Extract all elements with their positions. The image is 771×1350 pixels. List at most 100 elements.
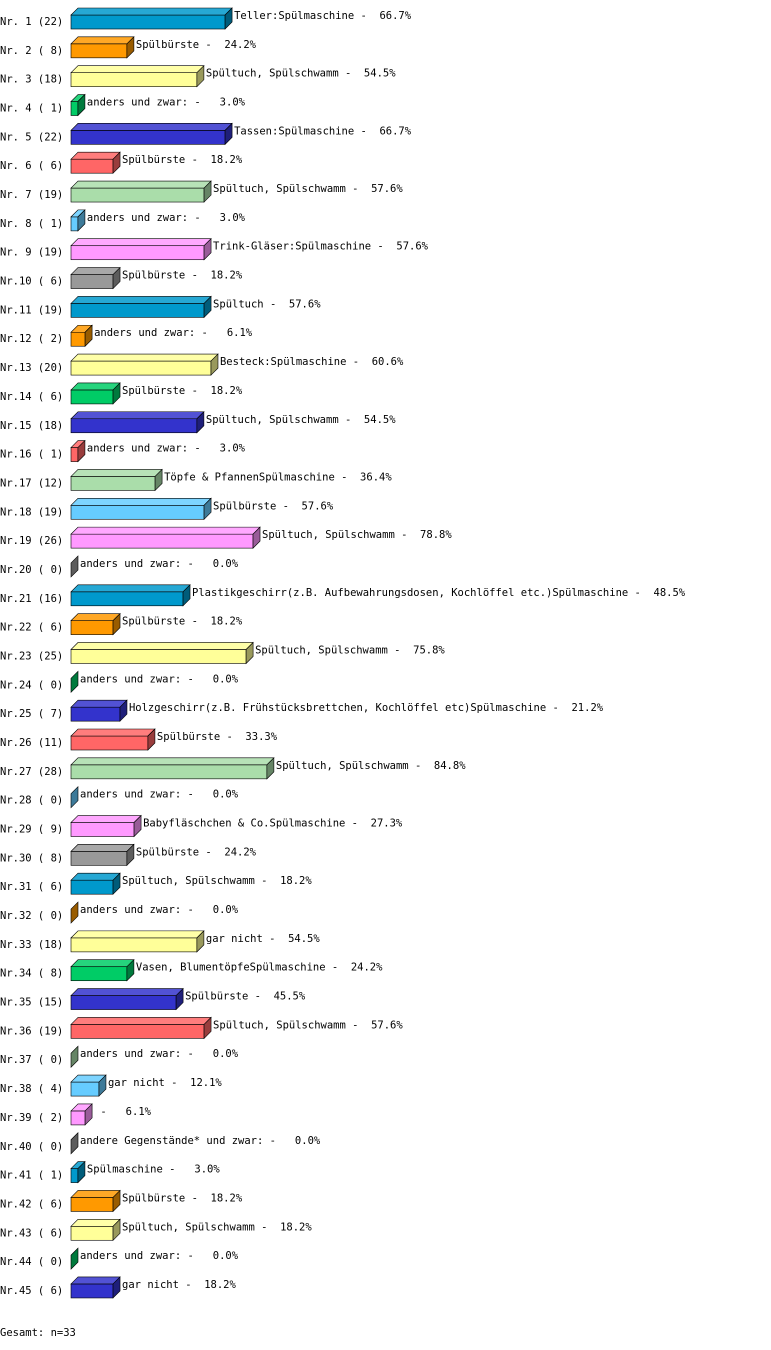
bar-side [70,670,79,694]
bar [70,7,233,30]
row-label: Nr.37 ( 0) [0,1054,63,1066]
bar-side [77,439,86,463]
bar-side [112,872,121,895]
bar-side [119,699,128,722]
bar-label: Spülmaschine - 3.0% [87,1164,220,1176]
row-label: Nr.21 (16) [0,593,63,605]
bar-top [70,151,121,160]
bar-label: Spülbürste - 45.5% [185,991,306,1003]
bar-side [112,266,121,290]
row-label: Nr. 1 (22) [0,16,63,28]
bar-label: Spültuch - 57.6% [213,298,321,310]
row-label: Nr.12 ( 2) [0,333,63,345]
bar-top [70,1017,212,1025]
bar [70,987,184,1011]
bar [70,1189,121,1213]
bar-front [70,303,205,318]
row-label: Nr.26 (11) [0,737,63,749]
bar-side [112,612,121,636]
bar-side [224,122,233,146]
bar-top [70,959,135,968]
row-label: Nr.32 ( 0) [0,910,63,922]
bar-label: gar nicht - 54.5% [206,933,320,945]
row-label: Nr.25 ( 7) [0,708,63,720]
bar-top [70,1276,121,1285]
row-label: Nr.13 (20) [0,362,63,374]
bar [70,353,219,376]
bar-side [70,901,79,924]
bar [70,382,121,405]
bar-label: Holzgeschirr(z.B. Frühstücksbrettchen, K… [129,702,604,714]
bar-side [70,1132,79,1155]
bar-label: anders und zwar: - 3.0% [87,97,246,109]
bar-label: Spülbürste - 18.2% [122,385,243,397]
bar-side [224,7,233,30]
row-label: Nr.31 ( 6) [0,881,63,893]
bar-front [70,158,114,174]
bar-top [70,36,135,45]
bar-label: anders und zwar: - 6.1% [94,327,253,339]
bar-front [70,995,177,1010]
row-label: Nr. 5 (22) [0,131,63,143]
bar [70,1132,79,1155]
bar-front [70,1024,205,1039]
bar [70,728,156,751]
bar [70,439,86,463]
bar-side [70,785,79,809]
bar-label: anders und zwar: - 0.0% [80,904,239,916]
row-label: Nr.42 ( 6) [0,1198,63,1210]
bar-label: Trink-Gläser:Spülmaschine - 57.6% [213,241,429,253]
bar [70,180,212,203]
bar-top [70,872,121,881]
row-label: Nr.29 ( 9) [0,824,63,836]
row-label: Nr.45 ( 6) [0,1285,63,1297]
row-label: Nr.43 ( 6) [0,1227,63,1239]
bar [70,612,121,636]
bar [70,584,191,607]
bar-label: Spültuch, Spülschwamm - 84.8% [276,760,466,772]
row-label: Nr.22 ( 6) [0,622,63,634]
bar-front [70,130,226,145]
row-label: Nr.17 (12) [0,477,63,489]
bar-front [70,447,79,462]
row-label: Nr.20 ( 0) [0,564,63,576]
bar [70,497,212,521]
bar-label: Spülbürste - 18.2% [122,154,243,166]
row-label: Nr.14 ( 6) [0,391,63,403]
bar [70,872,121,895]
bar-front [70,649,247,664]
bar-top [70,238,212,247]
bar-label: Tassen:Spülmaschine - 66.7% [234,125,412,137]
bar-label: Spültuch, Spülschwamm - 18.2% [122,875,312,887]
bar-label: Plastikgeschirr(z.B. Aufbewahrungsdosen,… [192,587,686,599]
bar-front [70,101,79,116]
bar [70,266,121,290]
bar-label: Spültuch, Spülschwamm - 75.8% [255,644,445,656]
bar [70,1276,121,1299]
bar-front [70,14,226,30]
bar [70,1045,79,1068]
row-label: Nr.36 (19) [0,1025,63,1037]
bar-top [70,382,121,391]
row-label: Nr.38 ( 4) [0,1083,63,1095]
bar-side [196,411,205,434]
bar-top [70,584,191,593]
row-label: Nr.16 ( 1) [0,449,63,461]
bar-side [70,555,79,578]
bar-front [70,418,198,434]
bar-front [70,360,212,376]
bar-top [70,930,205,939]
bar [70,1103,93,1126]
bar-side [77,93,86,117]
bar-label: Spültuch, Spülschwamm - 57.6% [213,183,403,195]
bar-side [112,1189,121,1213]
bar-side [126,843,135,867]
bar-front [70,879,114,895]
bar-side [112,1276,121,1299]
bar-label: - 6.1% [94,1106,152,1118]
bar-side [196,930,205,953]
bar-front [70,43,128,59]
bar [70,1074,107,1097]
bar-side [112,1218,121,1242]
bar [70,324,93,347]
